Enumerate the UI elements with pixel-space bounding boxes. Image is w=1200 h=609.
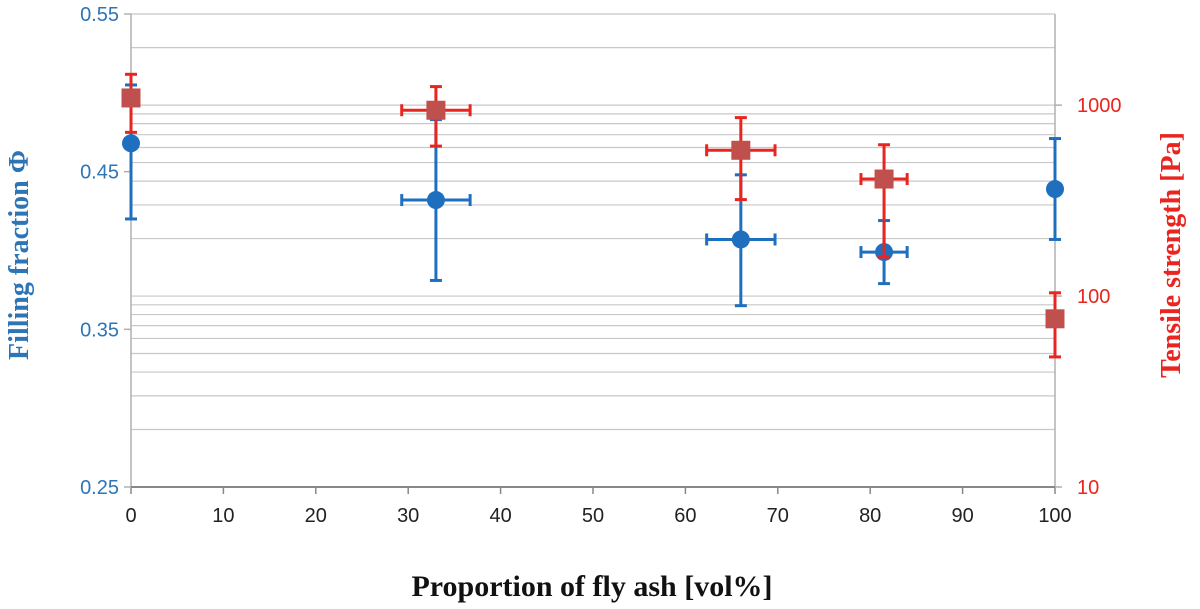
x-tick-label: 100 — [1038, 505, 1071, 527]
y-axis-right-label: Tensile strength [Pa] — [1156, 132, 1187, 378]
y-axis-left-label: Filling fraction Φ — [4, 150, 35, 360]
tensile-strength-point — [705, 116, 777, 202]
tensile-strength-point — [1045, 291, 1065, 359]
square-marker — [426, 100, 446, 120]
axes — [124, 13, 1062, 494]
x-tick-label: 0 — [125, 505, 136, 527]
x-tick-label: 30 — [397, 505, 419, 527]
y-left-tick-label: 0.25 — [80, 477, 119, 499]
circle-marker — [731, 230, 750, 249]
x-tick-label: 90 — [951, 505, 973, 527]
y-left-tick-label: 0.45 — [80, 162, 119, 184]
tensile-strength-point — [400, 85, 472, 148]
square-marker — [731, 140, 751, 160]
square-marker — [1045, 309, 1065, 329]
y-right-tick-label: 100 — [1077, 286, 1110, 308]
y-right-tick-label: 10 — [1077, 477, 1099, 499]
tensile-strength-point — [859, 143, 909, 259]
tick-labels: 0 10 20 30 40 50 60 70 80 90 100 0.25 0.35 0.45 0.55 10… — [80, 4, 1121, 527]
circle-marker — [122, 134, 140, 153]
x-tick-label: 40 — [489, 505, 511, 527]
x-tick-label: 10 — [212, 505, 234, 527]
y-left-tick-label: 0.35 — [80, 319, 119, 341]
x-tick-label: 80 — [859, 505, 881, 527]
x-axis-label: Proportion of fly ash [vol%] — [411, 570, 772, 603]
y-right-tick-label: 1000 — [1077, 95, 1122, 117]
x-tick-label: 50 — [582, 505, 604, 527]
square-marker — [874, 169, 894, 189]
circle-marker — [1046, 180, 1064, 199]
x-tick-label: 70 — [767, 505, 789, 527]
x-tick-label: 60 — [674, 505, 696, 527]
x-tick-label: 20 — [305, 505, 327, 527]
grid-lines — [131, 13, 1055, 431]
filling-fraction-point — [1046, 137, 1064, 241]
circle-marker — [426, 191, 445, 210]
tensile-strength-point — [121, 72, 141, 134]
y-left-tick-label: 0.55 — [80, 4, 119, 26]
series-layer — [121, 72, 1065, 359]
square-marker — [121, 88, 141, 108]
